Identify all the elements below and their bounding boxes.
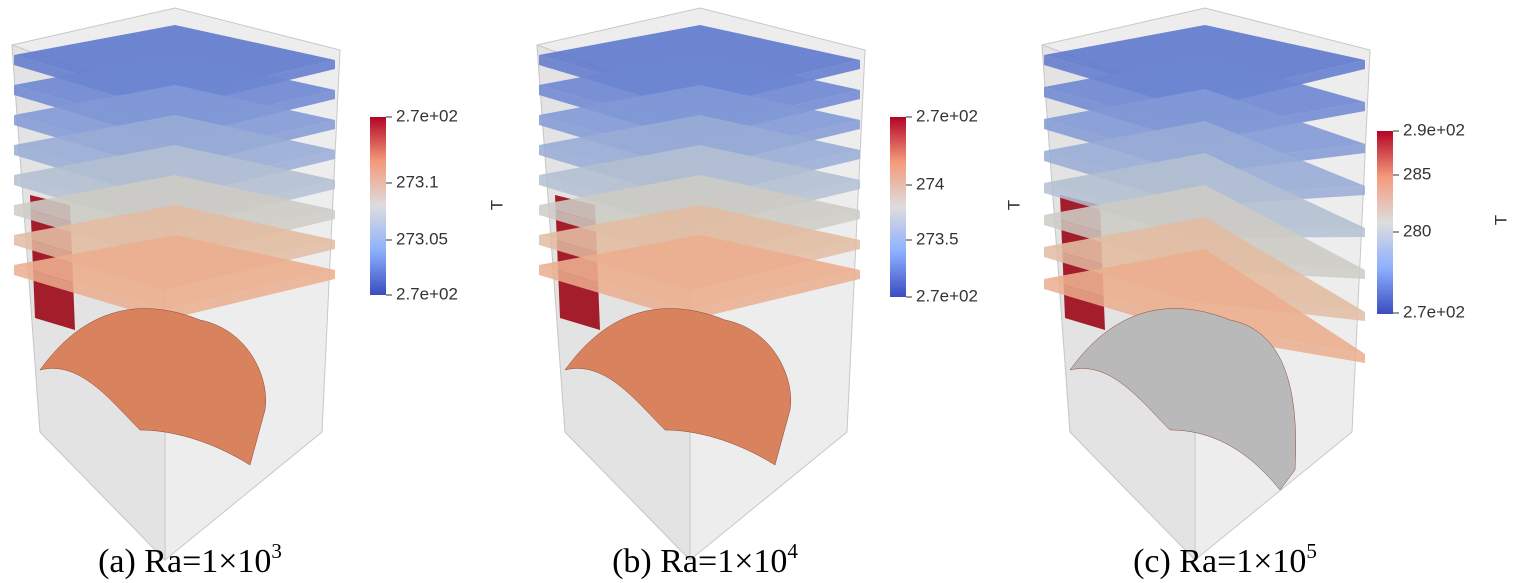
render-panel bbox=[1041, 7, 1371, 562]
colorbar bbox=[1377, 131, 1393, 314]
isotherm bbox=[14, 235, 335, 310]
colorbar-tick-label: 2.7e+02 bbox=[916, 106, 978, 125]
colorbar-title: T bbox=[1491, 215, 1510, 225]
colorbar-tick-label: 285 bbox=[1403, 164, 1431, 183]
colorbar-tick-label: 2.7e+02 bbox=[396, 284, 458, 303]
caption-text: (c) Ra=1×10 bbox=[1133, 543, 1306, 580]
plume bbox=[564, 308, 791, 466]
colorbar-tick-label: 2.7e+02 bbox=[1403, 302, 1465, 321]
caption-exponent: 4 bbox=[787, 539, 798, 563]
colorbar-title: T bbox=[1004, 200, 1023, 210]
colorbar-tick-label: 280 bbox=[1403, 221, 1431, 240]
colorbar-tick-label: 274 bbox=[916, 174, 944, 193]
isotherm-side bbox=[539, 265, 860, 320]
isotherm-side bbox=[14, 265, 335, 320]
isotherm bbox=[1044, 249, 1365, 354]
colorbar bbox=[890, 117, 906, 297]
colorbar-title: T bbox=[487, 200, 506, 210]
colorbar bbox=[370, 117, 386, 295]
plume bbox=[39, 308, 266, 466]
caption: (c) Ra=1×105 bbox=[1133, 539, 1317, 580]
caption: (b) Ra=1×104 bbox=[612, 539, 798, 580]
colorbar-tick-label: 2.9e+02 bbox=[1403, 120, 1465, 139]
caption-exponent: 3 bbox=[271, 539, 282, 563]
isotherm bbox=[539, 235, 860, 310]
colorbar-tick-label: 2.7e+02 bbox=[916, 286, 978, 305]
colorbar-tick-label: 273.5 bbox=[916, 229, 959, 248]
render-panel bbox=[11, 7, 341, 562]
caption-exponent: 5 bbox=[1306, 539, 1317, 563]
caption-text: (b) Ra=1×10 bbox=[612, 543, 787, 580]
render-panel bbox=[536, 7, 866, 562]
isotherm-side bbox=[1044, 279, 1365, 363]
plume bbox=[1069, 308, 1296, 491]
caption: (a) Ra=1×103 bbox=[98, 539, 282, 580]
colorbar-tick-label: 273.05 bbox=[396, 229, 448, 248]
isotherm-side bbox=[1044, 247, 1365, 321]
caption-text: (a) Ra=1×10 bbox=[98, 543, 271, 580]
colorbar-tick-label: 273.1 bbox=[396, 172, 439, 191]
colorbar-tick-label: 2.7e+02 bbox=[396, 106, 458, 125]
